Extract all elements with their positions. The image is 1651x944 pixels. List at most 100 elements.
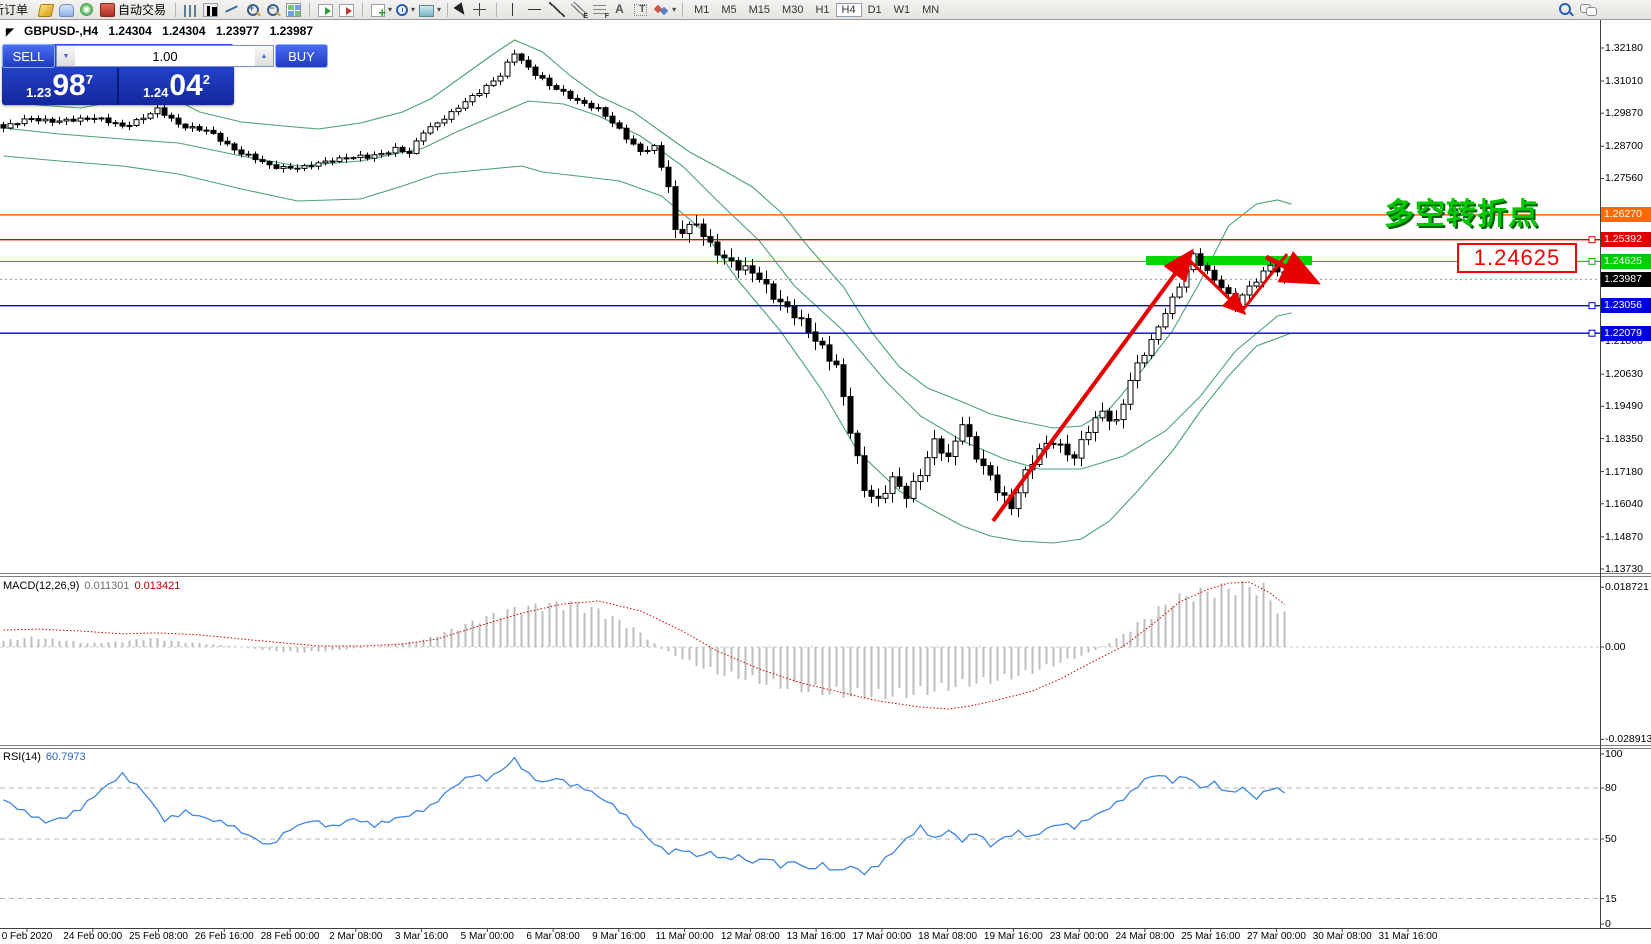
time-tick: 27 Mar 00:00 bbox=[1246, 931, 1306, 942]
sell-price[interactable]: 1.23 98 7 bbox=[2, 68, 117, 105]
line-chart-icon[interactable] bbox=[224, 2, 240, 17]
indicators-list-icon[interactable] bbox=[339, 3, 355, 17]
candle-body bbox=[259, 159, 266, 163]
shapes-tool-icon[interactable] bbox=[653, 2, 669, 17]
candle-body bbox=[364, 154, 371, 159]
candle-body bbox=[525, 59, 532, 68]
candle-body bbox=[1106, 410, 1113, 422]
trend-arrow[interactable] bbox=[1185, 256, 1247, 316]
search-icon[interactable] bbox=[1558, 2, 1574, 17]
timeframe-m30[interactable]: M30 bbox=[782, 3, 804, 16]
trend-arrow[interactable] bbox=[1264, 250, 1321, 285]
candle-body bbox=[273, 164, 280, 169]
candle-body bbox=[77, 117, 84, 122]
timeframe-m15[interactable]: M15 bbox=[748, 3, 771, 16]
market-watch-icon[interactable] bbox=[37, 4, 55, 17]
time-tick: 3 Mar 16:00 bbox=[394, 931, 449, 942]
candle-body bbox=[301, 165, 308, 169]
crosshair-icon[interactable] bbox=[472, 2, 489, 17]
candle-body bbox=[434, 122, 441, 128]
candle-body bbox=[539, 74, 546, 79]
timeframe-h4[interactable]: H4 bbox=[835, 2, 862, 17]
zoom-out-icon[interactable]: − bbox=[266, 3, 280, 17]
period-clock-icon[interactable] bbox=[396, 4, 409, 16]
candle-body bbox=[959, 424, 966, 442]
volume-decrease-button[interactable] bbox=[57, 46, 75, 66]
label-tool-icon[interactable] bbox=[634, 4, 648, 16]
new-order-button[interactable]: 新订单 bbox=[0, 1, 36, 18]
candle-body bbox=[14, 123, 21, 126]
vertical-line-tool-icon[interactable] bbox=[505, 2, 522, 17]
line-handle[interactable] bbox=[1588, 257, 1596, 265]
timeframe-d1[interactable]: D1 bbox=[867, 3, 882, 16]
candle-body bbox=[133, 119, 140, 126]
volume-increase-button[interactable] bbox=[255, 46, 273, 66]
candle-body bbox=[588, 102, 595, 109]
candle-body bbox=[322, 160, 329, 164]
line-handle[interactable] bbox=[1588, 329, 1596, 337]
macd-value: 0.011301 bbox=[84, 580, 130, 592]
volume-input[interactable] bbox=[75, 46, 255, 66]
auto-trading-button[interactable]: 自动交易 bbox=[96, 1, 170, 18]
channel-tool-icon[interactable] bbox=[571, 2, 588, 20]
template-icon[interactable] bbox=[419, 4, 435, 17]
candlestick-chart-icon[interactable] bbox=[203, 2, 219, 17]
rsi-label: RSI(14) 60.7973 bbox=[3, 751, 86, 763]
candle-body bbox=[385, 152, 392, 155]
candle-body bbox=[147, 113, 154, 119]
auto-trading-icon bbox=[100, 2, 115, 17]
line-handle[interactable] bbox=[1588, 302, 1596, 310]
template-dropdown-icon[interactable]: ▾ bbox=[437, 5, 442, 14]
candle-body bbox=[462, 101, 469, 109]
candle-body bbox=[210, 129, 217, 134]
sell-price-big: 98 bbox=[52, 69, 86, 102]
timeframe-w1[interactable]: W1 bbox=[893, 3, 911, 16]
timeframe-m1[interactable]: M1 bbox=[694, 3, 710, 16]
text-tool-icon[interactable] bbox=[612, 2, 628, 17]
buy-price[interactable]: 1.24 04 2 bbox=[117, 68, 234, 105]
candle-body bbox=[966, 424, 973, 438]
new-chart-icon[interactable] bbox=[371, 3, 386, 20]
trendline-tool-icon[interactable] bbox=[549, 2, 566, 17]
timeframe-h1[interactable]: H1 bbox=[815, 3, 830, 16]
candle-body bbox=[238, 149, 245, 155]
turning-point-zone[interactable] bbox=[1146, 256, 1312, 265]
cursor-icon[interactable] bbox=[453, 2, 469, 18]
candle-body bbox=[91, 117, 98, 120]
candle-body bbox=[1085, 431, 1092, 441]
indicators-add-icon[interactable] bbox=[318, 3, 334, 17]
candle-body bbox=[574, 97, 581, 101]
trend-arrow[interactable] bbox=[991, 248, 1194, 523]
timeframe-m5[interactable]: M5 bbox=[721, 3, 737, 16]
line-handle[interactable] bbox=[1588, 236, 1596, 244]
candle-body bbox=[945, 452, 952, 457]
period-dropdown-icon[interactable]: ▾ bbox=[411, 5, 416, 14]
tile-windows-icon[interactable] bbox=[286, 2, 302, 17]
candle-body bbox=[987, 465, 994, 476]
shapes-dropdown-icon[interactable]: ▾ bbox=[672, 5, 677, 14]
sell-button[interactable]: SELL bbox=[2, 44, 55, 68]
candle-body bbox=[756, 272, 763, 281]
new-chart-dropdown-icon[interactable]: ▾ bbox=[388, 5, 393, 14]
rsi-tick: 50 bbox=[1605, 833, 1617, 845]
candle-body bbox=[336, 157, 343, 162]
candle-body bbox=[798, 317, 805, 320]
candle-body bbox=[546, 77, 553, 87]
timeframe-mn[interactable]: MN bbox=[922, 3, 940, 16]
candle-body bbox=[21, 118, 28, 125]
zoom-in-icon[interactable]: + bbox=[246, 3, 260, 17]
candle-body bbox=[784, 301, 791, 308]
signals-icon[interactable] bbox=[80, 3, 93, 16]
buy-button[interactable]: BUY bbox=[275, 44, 328, 68]
candle-body bbox=[910, 480, 917, 499]
navigator-icon[interactable] bbox=[59, 4, 74, 17]
bar-chart-icon[interactable] bbox=[184, 4, 198, 17]
fibonacci-tool-icon[interactable] bbox=[593, 5, 609, 20]
chat-icon[interactable] bbox=[1580, 2, 1597, 17]
candle-body bbox=[406, 151, 413, 154]
time-tick: 18 Mar 08:00 bbox=[918, 931, 978, 942]
collapse-panel-icon[interactable] bbox=[6, 27, 14, 38]
horizontal-line-tool-icon[interactable] bbox=[527, 2, 544, 17]
